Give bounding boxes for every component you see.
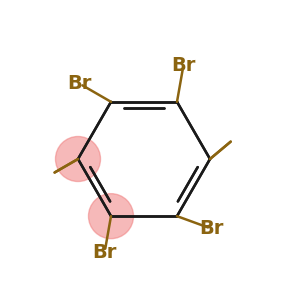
Circle shape (56, 136, 100, 182)
Text: Br: Br (92, 243, 117, 262)
Text: Br: Br (199, 219, 224, 238)
Circle shape (88, 194, 134, 239)
Text: Br: Br (171, 56, 196, 75)
Text: Br: Br (67, 74, 92, 93)
